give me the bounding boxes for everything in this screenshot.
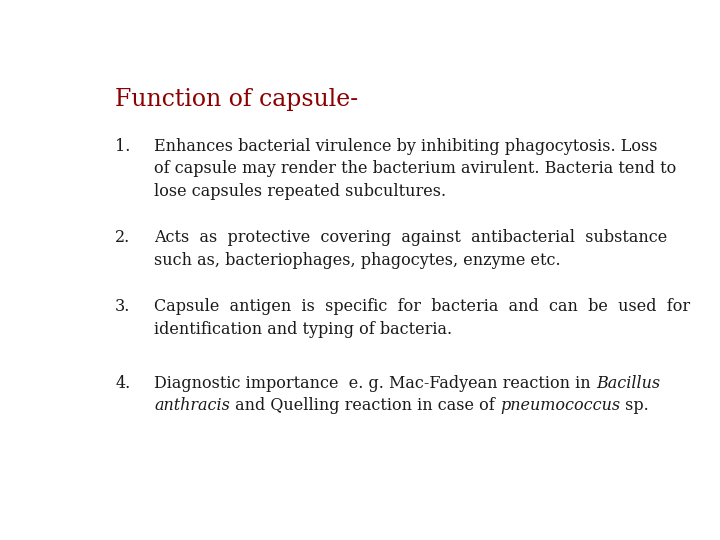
Text: 1.: 1. <box>115 138 130 154</box>
Text: 3.: 3. <box>115 298 130 315</box>
Text: lose capsules repeated subcultures.: lose capsules repeated subcultures. <box>154 183 446 200</box>
Text: and Quelling reaction in case of: and Quelling reaction in case of <box>230 397 500 414</box>
Text: sp.: sp. <box>620 397 649 414</box>
Text: Function of capsule-: Function of capsule- <box>115 87 359 111</box>
Text: Bacillus: Bacillus <box>596 375 660 392</box>
Text: identification and typing of bacteria.: identification and typing of bacteria. <box>154 321 452 338</box>
Text: pneumococcus: pneumococcus <box>500 397 620 414</box>
Text: 4.: 4. <box>115 375 130 392</box>
Text: such as, bacteriophages, phagocytes, enzyme etc.: such as, bacteriophages, phagocytes, enz… <box>154 252 561 269</box>
Text: of capsule may render the bacterium avirulent. Bacteria tend to: of capsule may render the bacterium avir… <box>154 160 676 178</box>
Text: Enhances bacterial virulence by inhibiting phagocytosis. Loss: Enhances bacterial virulence by inhibiti… <box>154 138 657 154</box>
Text: Diagnostic importance  e. g. Mac-Fadyean reaction in: Diagnostic importance e. g. Mac-Fadyean … <box>154 375 596 392</box>
Text: 2.: 2. <box>115 229 130 246</box>
Text: Acts  as  protective  covering  against  antibacterial  substance: Acts as protective covering against anti… <box>154 229 667 246</box>
Text: anthracis: anthracis <box>154 397 230 414</box>
Text: Capsule  antigen  is  specific  for  bacteria  and  can  be  used  for: Capsule antigen is specific for bacteria… <box>154 298 690 315</box>
